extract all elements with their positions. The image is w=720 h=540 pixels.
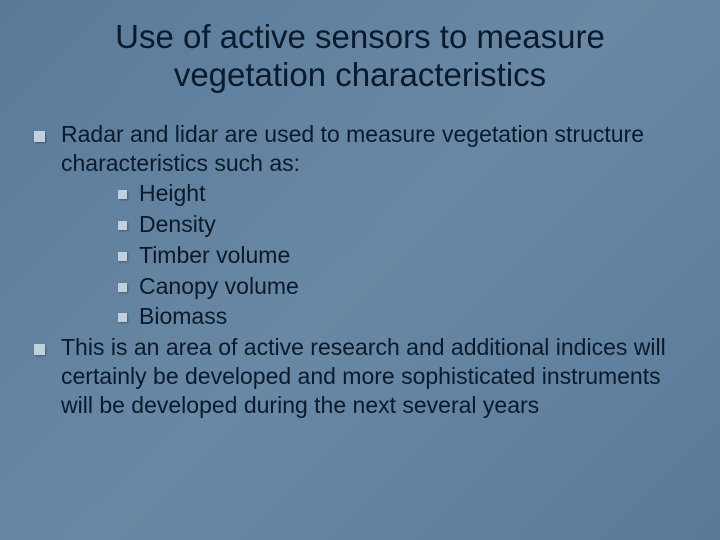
bullet-item: Radar and lidar are used to measure vege…: [28, 120, 692, 178]
sub-bullet-text: Canopy volume: [139, 272, 299, 301]
slide-title: Use of active sensors to measure vegetat…: [28, 18, 692, 94]
sub-bullet-item: Density: [28, 210, 692, 239]
square-bullet-icon: [118, 252, 127, 261]
square-bullet-icon: [34, 131, 45, 142]
square-bullet-icon: [118, 221, 127, 230]
sub-bullet-item: Biomass: [28, 302, 692, 331]
sub-bullet-item: Timber volume: [28, 241, 692, 270]
sub-bullet-item: Canopy volume: [28, 272, 692, 301]
bullet-text: Radar and lidar are used to measure vege…: [61, 120, 692, 178]
sub-bullet-text: Biomass: [139, 302, 227, 331]
square-bullet-icon: [118, 283, 127, 292]
square-bullet-icon: [118, 190, 127, 199]
bullet-item: This is an area of active research and a…: [28, 333, 692, 419]
bullet-text: This is an area of active research and a…: [61, 333, 692, 419]
slide-container: Use of active sensors to measure vegetat…: [0, 0, 720, 540]
sub-bullet-item: Height: [28, 179, 692, 208]
sub-bullet-text: Density: [139, 210, 216, 239]
sub-bullet-text: Timber volume: [139, 241, 290, 270]
square-bullet-icon: [34, 344, 45, 355]
sub-bullet-text: Height: [139, 179, 205, 208]
square-bullet-icon: [118, 313, 127, 322]
